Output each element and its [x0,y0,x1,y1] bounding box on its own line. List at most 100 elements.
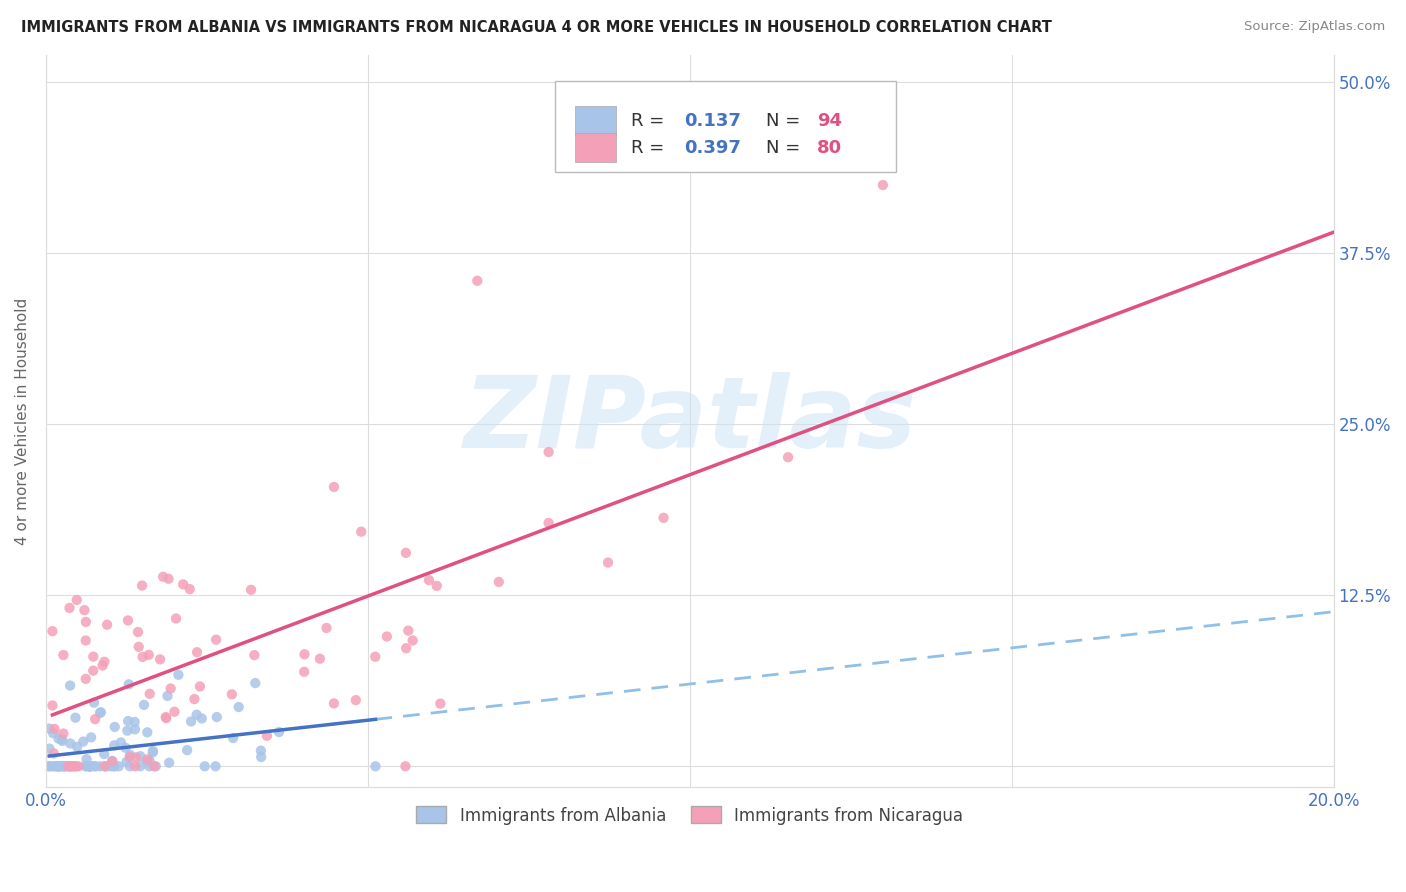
Point [48,731,70,746]
Point [315,621,337,635]
Point [240,582,263,597]
Point [66,739,89,754]
Point [418,573,440,587]
Point [124,723,146,737]
Point [179,582,201,596]
Point [537,516,560,530]
Point [183,692,205,706]
Point [42,726,65,740]
Point [129,749,152,764]
Point [94,759,117,773]
Point [89,706,111,720]
Point [42,747,65,761]
Point [222,731,245,745]
Point [83,759,105,773]
FancyBboxPatch shape [554,81,896,172]
Point [364,759,387,773]
Point [596,556,619,570]
Point [79,759,101,773]
Legend: Immigrants from Albania, Immigrants from Nicaragua: Immigrants from Albania, Immigrants from… [409,799,970,831]
Point [131,578,153,592]
Point [100,759,122,773]
Point [75,633,97,648]
Point [159,681,181,696]
Point [53,759,76,773]
Point [107,759,129,773]
Point [129,759,152,773]
Point [117,723,139,738]
Point [38,759,60,773]
Point [250,744,273,758]
Point [138,759,160,773]
Point [59,759,82,773]
Point [41,624,63,639]
Point [75,672,97,686]
Point [125,750,148,764]
Point [488,574,510,589]
Point [49,759,72,773]
Point [41,759,63,773]
Point [60,759,83,773]
Point [194,759,217,773]
Point [53,759,76,773]
Point [167,667,190,681]
Point [395,641,418,656]
Point [124,714,146,729]
Point [65,711,87,725]
Point [63,759,86,773]
Point [128,640,150,654]
Point [79,759,101,773]
Point [155,710,177,724]
Point [124,759,146,773]
Point [51,732,73,747]
Point [46,759,69,773]
Point [120,748,142,763]
Point [145,759,167,773]
Point [131,649,153,664]
Point [155,711,177,725]
Point [127,625,149,640]
Point [117,714,139,728]
Point [103,739,125,753]
Point [73,603,96,617]
Point [429,697,451,711]
Point [204,759,226,773]
Point [118,759,141,773]
Point [56,759,79,773]
Point [157,756,180,770]
Point [652,510,675,524]
Point [426,579,449,593]
Point [395,546,418,560]
Point [96,759,118,773]
Point [101,754,124,768]
Point [91,658,114,673]
Text: IMMIGRANTS FROM ALBANIA VS IMMIGRANTS FROM NICARAGUA 4 OR MORE VEHICLES IN HOUSE: IMMIGRANTS FROM ALBANIA VS IMMIGRANTS FR… [21,20,1052,35]
Point [176,743,198,757]
Point [83,696,105,710]
Point [93,759,115,773]
Point [136,725,159,739]
Point [38,722,60,736]
Point [186,707,208,722]
Text: N =: N = [766,112,806,129]
Point [96,617,118,632]
Point [89,759,111,773]
Point [872,178,894,192]
Point [172,577,194,591]
Point [48,759,70,773]
Point [364,649,387,664]
Point [118,677,141,691]
Text: 94: 94 [817,112,842,129]
Point [93,747,115,761]
Point [58,601,80,615]
Point [76,752,98,766]
Point [138,648,160,662]
Point [84,759,107,773]
Point [59,679,82,693]
Point [165,611,187,625]
Point [205,632,228,647]
Point [267,725,290,739]
Point [323,697,346,711]
Point [132,698,155,712]
Point [143,759,166,773]
